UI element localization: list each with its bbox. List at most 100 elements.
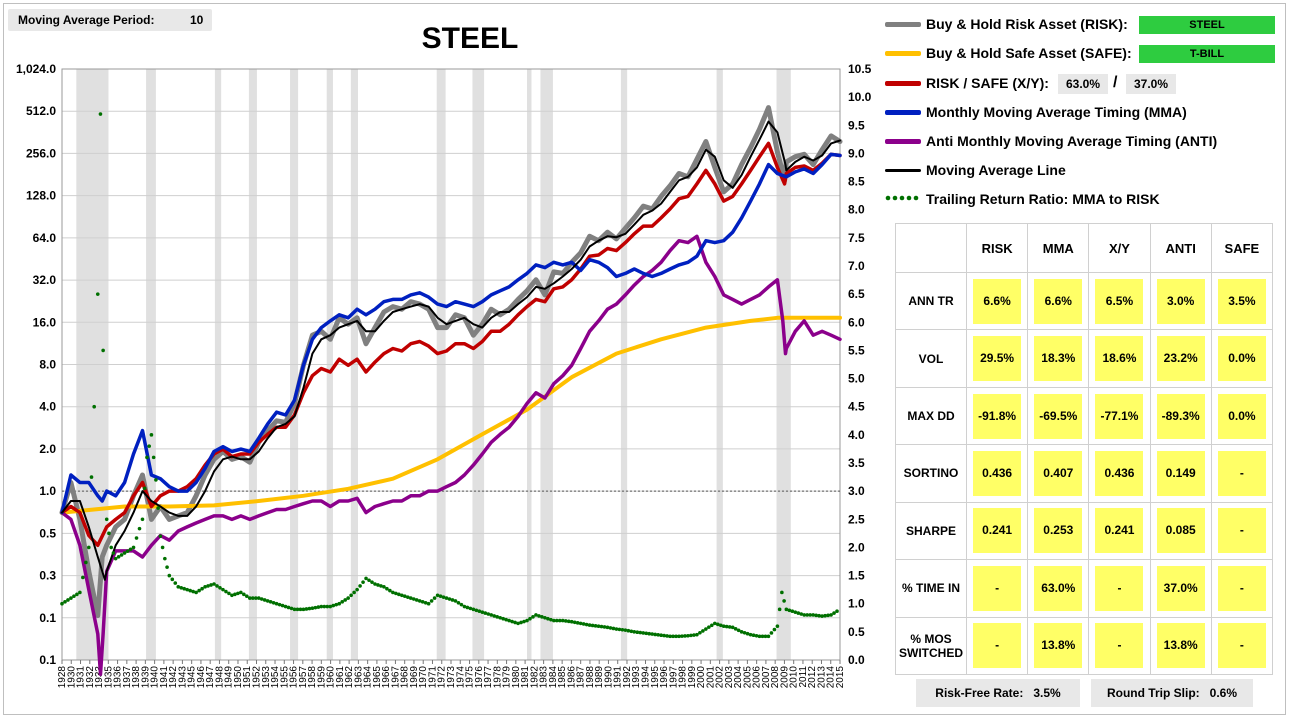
stats-table: RISK MMA X/Y ANTI SAFE ANN TR 6.6% 6.6% 6.5% 3.0%… — [895, 223, 1274, 676]
ratio-point — [650, 632, 655, 636]
y-tick-label: 0.3 — [39, 569, 56, 583]
y-tick-label: 4.0 — [39, 400, 56, 414]
ratio-point — [358, 584, 362, 588]
x-tick-label: 1973 — [446, 666, 457, 689]
ratio-point — [543, 615, 547, 620]
stats-row: VOL 29.5% 18.3% 18.6% 23.2% 0.0% — [895, 329, 1274, 388]
x-tick-label: 2013 — [816, 666, 827, 689]
stats-row: ANN TR 6.6% 6.6% 6.5% 3.0% 3.5% — [895, 271, 1274, 331]
x-tick-label: 1985 — [557, 666, 568, 689]
y-tick-label: 16.0 — [33, 315, 57, 329]
x-tick-label: 1950 — [233, 666, 244, 689]
ratio-point — [540, 615, 544, 619]
stats-value: - — [1217, 508, 1266, 554]
ratio-point — [659, 633, 663, 638]
ratio-point — [313, 605, 318, 610]
x-tick-label: 1956 — [289, 666, 300, 689]
ratio-point — [674, 634, 678, 639]
ma-period-value[interactable]: 10 — [190, 13, 204, 27]
ratio-point — [695, 632, 699, 637]
ratio-point — [388, 588, 392, 593]
x-tick-label: 1988 — [585, 666, 596, 689]
stats-value: 0.436 — [973, 450, 1022, 496]
safe-asset-box[interactable]: T-BILL — [1139, 45, 1275, 63]
y-tick-label: 0.5 — [39, 526, 56, 540]
ratio-point — [72, 594, 76, 599]
y-tick-label: 256.0 — [26, 146, 56, 160]
ratio-point — [760, 634, 765, 639]
y-tick-label: 32.0 — [33, 273, 57, 287]
x-tick-label: 1992 — [622, 666, 633, 689]
ratio-point — [170, 577, 175, 582]
y2-tick-label: 3.0 — [848, 484, 865, 498]
stats-value: 6.6% — [973, 278, 1022, 324]
legend-xy-label: RISK / SAFE (X/Y): — [926, 75, 1049, 91]
x-tick-label: 1964 — [363, 666, 374, 689]
x-tick-label: 1947 — [205, 666, 216, 689]
ratio-point — [683, 634, 687, 638]
ratio-point — [584, 622, 589, 627]
x-tick-label: 1970 — [418, 666, 429, 689]
y-tick-label: 64.0 — [33, 231, 57, 245]
x-tick-label: 2009 — [779, 666, 790, 689]
x-tick-label: 1955 — [279, 666, 290, 689]
ratio-point — [614, 627, 619, 631]
y2-tick-label: 9.5 — [848, 118, 865, 132]
ratio-point — [555, 618, 559, 623]
ratio-point — [346, 596, 350, 600]
x-tick-label: 1967 — [390, 666, 401, 689]
x-tick-label: 1981 — [520, 666, 531, 689]
ratio-point — [101, 348, 105, 353]
ratio-point — [686, 633, 690, 638]
stats-cell: - — [1210, 559, 1274, 618]
stats-row: MAX DD -91.8% -69.5% -77.1% -89.3% 0.0% — [895, 386, 1274, 446]
stats-value: 0.253 — [1034, 508, 1083, 554]
ratio-point — [283, 604, 288, 609]
ratio-point — [182, 586, 187, 591]
x-tick-label: 1932 — [85, 666, 96, 689]
ratio-point — [310, 606, 315, 611]
x-tick-label: 1996 — [659, 666, 670, 689]
ratio-point — [739, 630, 744, 634]
risk-asset-box[interactable]: STEEL — [1139, 16, 1275, 34]
stats-value: 0.241 — [973, 508, 1022, 554]
stats-value: 0.436 — [1095, 450, 1144, 496]
y2-tick-label: 10.0 — [848, 90, 872, 104]
xy-risk-box[interactable]: 63.0% — [1058, 74, 1108, 94]
ratio-point — [835, 609, 839, 614]
stats-cell: - — [1088, 616, 1151, 676]
ratio-point — [432, 596, 437, 600]
rf-value[interactable]: 3.5% — [1033, 686, 1061, 700]
ratio-point — [575, 621, 580, 625]
ratio-point — [701, 629, 705, 633]
slip-value[interactable]: 0.6% — [1209, 686, 1238, 700]
stats-value: 0.0% — [1217, 393, 1266, 439]
ratio-point — [689, 633, 693, 638]
ratio-point — [343, 598, 347, 602]
ratio-point — [629, 629, 634, 634]
series-line — [59, 105, 843, 619]
x-tick-label: 1959 — [316, 666, 327, 689]
ratio-point — [119, 553, 124, 557]
ratio-point — [510, 619, 514, 624]
ratio-point — [158, 534, 163, 538]
ratio-swatch — [885, 195, 919, 201]
ratio-point — [769, 631, 774, 635]
ratio-point — [176, 585, 181, 589]
ratio-point — [405, 595, 410, 599]
x-tick-label: 1937 — [122, 666, 133, 689]
series-line — [60, 234, 842, 677]
stats-row: % MOS SWITCHED -13.8% -13.8% - — [895, 616, 1274, 676]
ratio-point — [236, 591, 240, 596]
ratio-point — [754, 633, 759, 638]
ratio-point — [534, 613, 538, 617]
ratio-point — [78, 590, 82, 595]
ratio-point — [414, 598, 419, 602]
stats-cell: 0.253 — [1027, 501, 1090, 561]
x-tick-label: 1930 — [66, 666, 77, 689]
ratio-point — [489, 613, 494, 617]
ratio-point — [173, 581, 178, 585]
ratio-point — [742, 630, 747, 635]
ratio-point — [224, 589, 228, 594]
xy-safe-box[interactable]: 37.0% — [1126, 74, 1176, 94]
